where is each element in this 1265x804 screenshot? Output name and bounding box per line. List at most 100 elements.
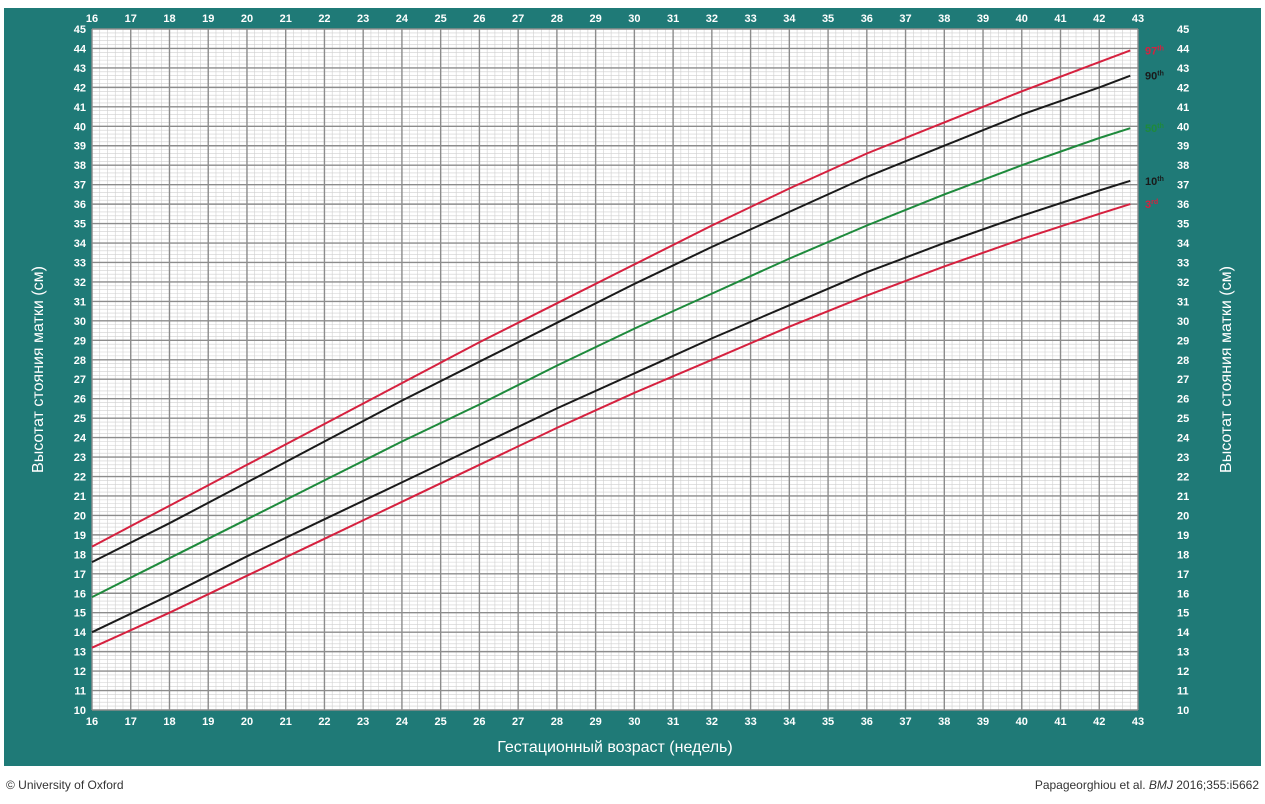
x-tick-label-top: 23: [357, 13, 369, 25]
y-tick-label-left: 23: [74, 452, 86, 464]
x-tick-label-bottom: 24: [396, 716, 409, 728]
y-tick-label-right: 28: [1177, 355, 1189, 367]
y-tick-label-right: 10: [1177, 705, 1189, 717]
x-tick-label-bottom: 20: [241, 716, 253, 728]
y-tick-label-right: 32: [1177, 277, 1189, 289]
y-tick-label-left: 29: [74, 335, 86, 347]
x-tick-label-bottom: 19: [202, 716, 214, 728]
y-tick-label-right: 25: [1177, 413, 1189, 425]
y-tick-label-right: 36: [1177, 199, 1189, 211]
series-line-3rd: [91, 203, 1131, 649]
y-tick-label-right: 11: [1177, 686, 1189, 698]
y-tick-label-right: 16: [1177, 588, 1189, 600]
x-tick-label-top: 41: [1054, 13, 1066, 25]
y-tick-label-left: 43: [74, 63, 86, 75]
y-tick-label-right: 19: [1177, 530, 1189, 542]
y-tick-label-right: 18: [1177, 549, 1189, 561]
y-tick-label-right: 24: [1177, 433, 1190, 445]
x-tick-label-bottom: 32: [706, 716, 718, 728]
x-tick-label-bottom: 27: [512, 716, 524, 728]
y-tick-label-right: 21: [1177, 491, 1189, 503]
y-tick-label-right: 39: [1177, 141, 1189, 153]
axis-ticks: 16 16 17 17 18 18 19 19 20 20 21 21 22 22 23 23 24 24 25 25…: [74, 13, 1190, 728]
y-tick-label-left: 12: [74, 666, 86, 678]
y-tick-label-right: 34: [1177, 238, 1190, 250]
y-tick-label-left: 26: [74, 394, 86, 406]
x-tick-label-bottom: 22: [318, 716, 330, 728]
y-tick-label-left: 18: [74, 549, 86, 561]
y-tick-label-right: 44: [1177, 43, 1190, 55]
x-tick-label-bottom: 43: [1132, 716, 1144, 728]
y-tick-label-left: 39: [74, 141, 86, 153]
major-grid: [91, 28, 1139, 711]
x-tick-label-top: 21: [280, 13, 292, 25]
x-tick-label-top: 27: [512, 13, 524, 25]
x-tick-label-top: 34: [783, 13, 796, 25]
x-tick-label-bottom: 28: [551, 716, 563, 728]
y-tick-label-left: 19: [74, 530, 86, 542]
percentile-label-10th: 10th: [1145, 176, 1164, 188]
y-tick-label-left: 27: [74, 374, 86, 386]
percentile-label-97th: 97th: [1145, 45, 1164, 57]
x-tick-label-bottom: 21: [280, 716, 292, 728]
x-tick-label-top: 24: [396, 13, 409, 25]
y-tick-label-left: 25: [74, 413, 86, 425]
y-tick-label-right: 35: [1177, 219, 1189, 231]
percentile-label-90th: 90th: [1145, 71, 1164, 83]
percentile-curves: [91, 49, 1131, 649]
x-tick-label-top: 33: [744, 13, 756, 25]
y-tick-label-left: 21: [74, 491, 86, 503]
percentile-labels: 97th 90th 50th 10th 3rd: [1145, 45, 1164, 211]
x-tick-label-top: 25: [435, 13, 447, 25]
series-line-10th: [91, 179, 1131, 634]
y-tick-label-left: 20: [74, 510, 86, 522]
y-tick-label-right: 23: [1177, 452, 1189, 464]
y-tick-label-left: 38: [74, 160, 86, 172]
x-tick-label-bottom: 36: [861, 716, 873, 728]
x-tick-label-bottom: 40: [1016, 716, 1028, 728]
y-tick-label-left: 15: [74, 608, 86, 620]
x-tick-label-top: 22: [318, 13, 330, 25]
x-tick-label-bottom: 29: [590, 716, 602, 728]
y-tick-label-left: 24: [74, 433, 87, 445]
y-tick-label-right: 12: [1177, 666, 1189, 678]
series-line-97th: [91, 49, 1131, 548]
x-tick-label-bottom: 23: [357, 716, 369, 728]
y-tick-label-left: 16: [74, 588, 86, 600]
x-tick-label-top: 43: [1132, 13, 1144, 25]
x-tick-label-bottom: 26: [473, 716, 485, 728]
x-axis-label: Гестационный возраст (недель): [497, 739, 732, 756]
citation-ref: 2016;355:i5662: [1172, 778, 1259, 792]
y-tick-label-left: 37: [74, 180, 86, 192]
x-tick-label-bottom: 25: [435, 716, 447, 728]
x-tick-label-top: 36: [861, 13, 873, 25]
x-tick-label-top: 32: [706, 13, 718, 25]
y-axis-label-left: Высотат стояния матки (см): [30, 266, 47, 473]
x-tick-label-top: 35: [822, 13, 834, 25]
y-tick-label-right: 15: [1177, 608, 1189, 620]
y-tick-label-left: 40: [74, 121, 86, 133]
x-tick-label-top: 16: [86, 13, 98, 25]
y-tick-label-right: 22: [1177, 472, 1189, 484]
y-tick-label-right: 37: [1177, 180, 1189, 192]
x-tick-label-top: 17: [125, 13, 137, 25]
y-tick-label-left: 36: [74, 199, 86, 211]
x-tick-label-top: 42: [1093, 13, 1105, 25]
copyright-notice: © University of Oxford: [6, 778, 124, 792]
y-tick-label-right: 13: [1177, 647, 1189, 659]
citation-authors: Papageorghiou et al.: [1034, 778, 1149, 792]
y-tick-label-right: 40: [1177, 121, 1189, 133]
x-tick-label-top: 18: [163, 13, 175, 25]
series-line-90th: [91, 74, 1131, 563]
x-tick-label-bottom: 33: [744, 716, 756, 728]
y-tick-label-right: 20: [1177, 510, 1189, 522]
x-tick-label-bottom: 16: [86, 716, 98, 728]
x-tick-label-top: 30: [628, 13, 640, 25]
y-tick-label-right: 31: [1177, 296, 1189, 308]
citation: Papageorghiou et al. BMJ 2016;355:i5662: [1035, 778, 1259, 792]
x-tick-label-bottom: 38: [938, 716, 950, 728]
y-tick-label-left: 30: [74, 316, 86, 328]
y-tick-label-right: 38: [1177, 160, 1189, 172]
x-tick-label-bottom: 18: [163, 716, 175, 728]
